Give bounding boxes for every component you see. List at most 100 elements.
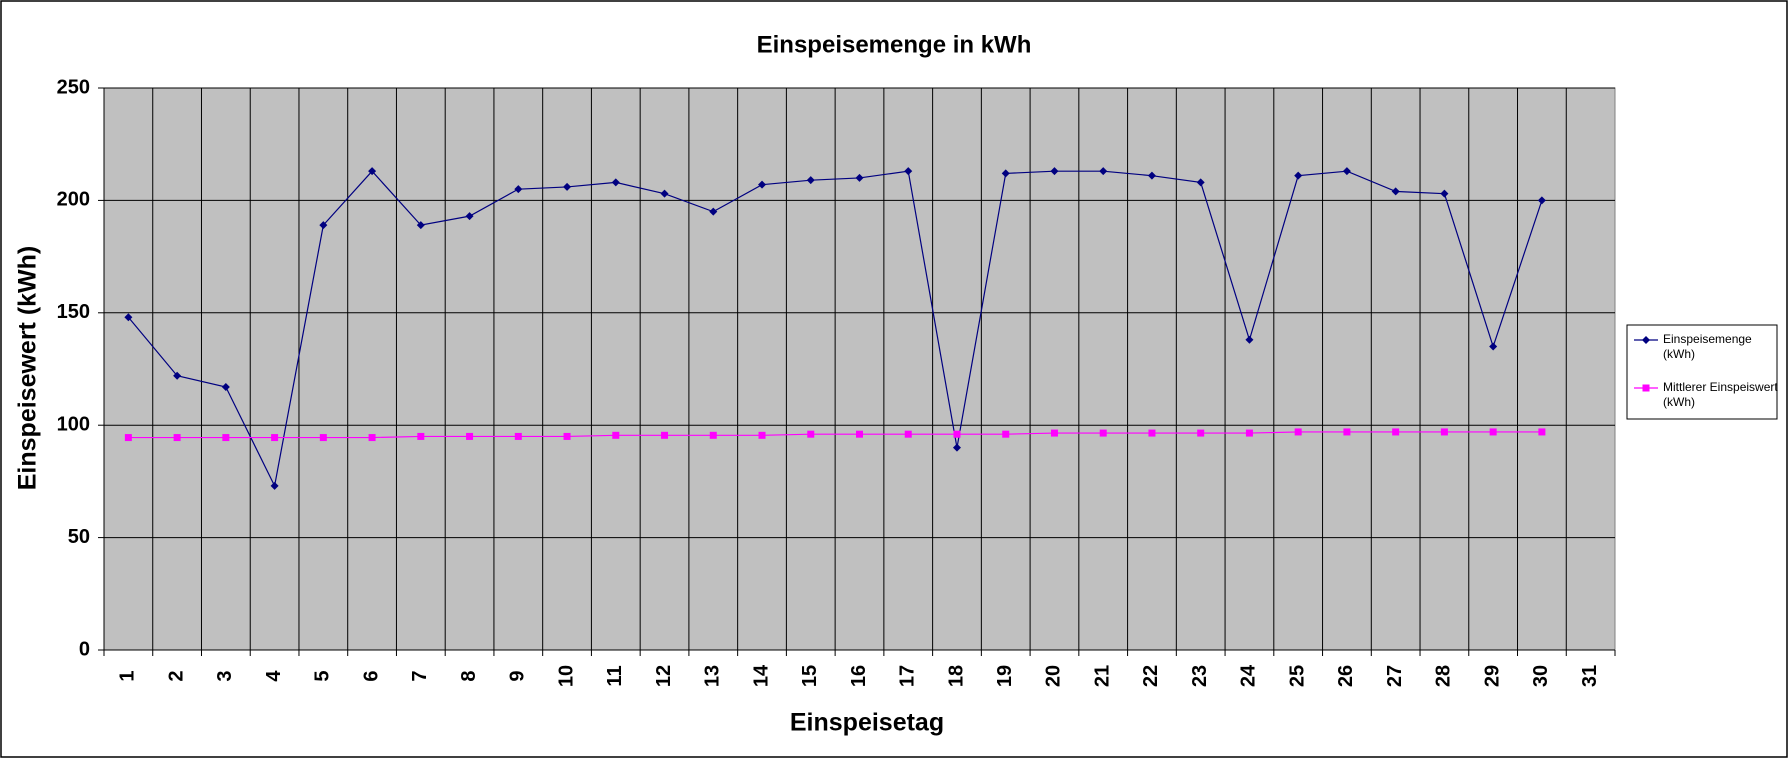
x-tick-label: 12 — [653, 665, 675, 687]
data-point — [612, 431, 620, 439]
x-tick-label: 26 — [1335, 665, 1357, 687]
y-tick-label: 200 — [57, 189, 90, 211]
y-tick-label: 50 — [68, 526, 90, 548]
data-point — [952, 443, 961, 452]
data-point — [953, 430, 961, 438]
data-point — [660, 189, 669, 198]
data-point — [1440, 189, 1449, 198]
data-point — [807, 430, 815, 438]
x-axis-title: Einspeisetag — [790, 709, 944, 737]
legend-box — [1626, 324, 1778, 420]
data-point — [1440, 428, 1448, 436]
data-point — [319, 221, 328, 230]
data-point — [1050, 167, 1059, 176]
legend-label: Mittlerer Einspeiswert (kWh) — [1663, 380, 1778, 409]
data-point — [124, 313, 133, 322]
data-point — [855, 173, 864, 182]
data-point — [173, 371, 182, 380]
data-point — [1002, 430, 1010, 438]
data-point — [758, 180, 767, 189]
x-tick-label: 15 — [799, 665, 821, 687]
x-tick-label: 4 — [263, 670, 285, 682]
data-point — [1294, 428, 1302, 436]
x-tick-label: 23 — [1189, 665, 1211, 687]
legend-marker — [1642, 336, 1650, 344]
data-point — [1245, 429, 1253, 437]
data-point — [1099, 167, 1108, 176]
data-point — [1245, 335, 1254, 344]
x-tick-label: 13 — [702, 665, 724, 687]
y-tick-label: 0 — [79, 638, 90, 660]
data-point — [758, 431, 766, 439]
data-point — [661, 431, 669, 439]
x-tick-label: 3 — [214, 670, 236, 681]
data-point — [1001, 169, 1010, 178]
data-point — [1342, 167, 1351, 176]
x-tick-label: 29 — [1481, 665, 1503, 687]
x-tick-label: 21 — [1091, 665, 1113, 687]
data-point — [466, 432, 474, 440]
data-point — [904, 167, 913, 176]
x-tick-label: 27 — [1384, 665, 1406, 687]
x-tick-label: 25 — [1286, 665, 1308, 687]
data-point — [709, 431, 717, 439]
data-point — [221, 382, 230, 391]
x-tick-label: 30 — [1530, 665, 1552, 687]
data-point — [709, 207, 718, 216]
x-tick-label: 20 — [1043, 665, 1065, 687]
x-tick-label: 16 — [848, 665, 870, 687]
plot-area — [103, 87, 1616, 651]
x-tick-label: 9 — [507, 670, 529, 681]
x-tick-label: 2 — [165, 670, 187, 681]
x-tick-label: 22 — [1140, 665, 1162, 687]
data-point — [1196, 178, 1205, 187]
data-point — [1343, 428, 1351, 436]
data-point — [1537, 196, 1546, 205]
x-tick-label: 14 — [750, 664, 772, 687]
x-tick-label: 19 — [994, 665, 1016, 687]
data-point — [1391, 187, 1400, 196]
data-point — [1294, 171, 1303, 180]
legend-label: Einspeisemenge (kWh) — [1663, 332, 1752, 361]
y-tick-label: 100 — [57, 413, 90, 435]
data-point — [1197, 429, 1205, 437]
series-line — [128, 431, 1542, 439]
data-point — [806, 176, 815, 185]
data-point — [417, 432, 425, 440]
x-tick-label: 24 — [1238, 664, 1260, 687]
data-point — [856, 430, 863, 438]
x-tick-label: 10 — [555, 665, 577, 687]
data-point — [271, 434, 279, 442]
data-point — [465, 212, 474, 221]
data-point — [904, 430, 912, 438]
data-point — [1489, 342, 1498, 351]
data-point — [563, 182, 572, 191]
data-point — [173, 434, 181, 442]
x-tick-label: 6 — [360, 670, 382, 681]
data-point — [1538, 428, 1546, 436]
data-point — [270, 481, 279, 490]
legend-marker — [1642, 384, 1650, 392]
data-point — [1099, 429, 1107, 437]
data-point — [1147, 171, 1156, 180]
data-point — [368, 434, 376, 442]
series-line — [127, 170, 1543, 488]
data-point — [1050, 429, 1058, 437]
x-tick-label: 18 — [945, 665, 967, 687]
data-point — [611, 178, 620, 187]
x-tick-label: 28 — [1433, 665, 1455, 687]
x-tick-label: 1 — [117, 670, 139, 681]
x-tick-label: 11 — [604, 665, 626, 686]
chart-title: Einspeisemenge in kWh — [757, 31, 1032, 58]
data-point — [1148, 429, 1156, 437]
x-tick-label: 31 — [1579, 665, 1601, 687]
x-tick-label: 8 — [458, 670, 480, 681]
data-point — [563, 432, 571, 440]
data-point — [514, 432, 522, 440]
y-tick-label: 250 — [57, 76, 90, 98]
data-point — [1489, 428, 1497, 436]
y-axis-title: Einspeisewert (kWh) — [14, 246, 42, 491]
data-point — [416, 221, 425, 230]
